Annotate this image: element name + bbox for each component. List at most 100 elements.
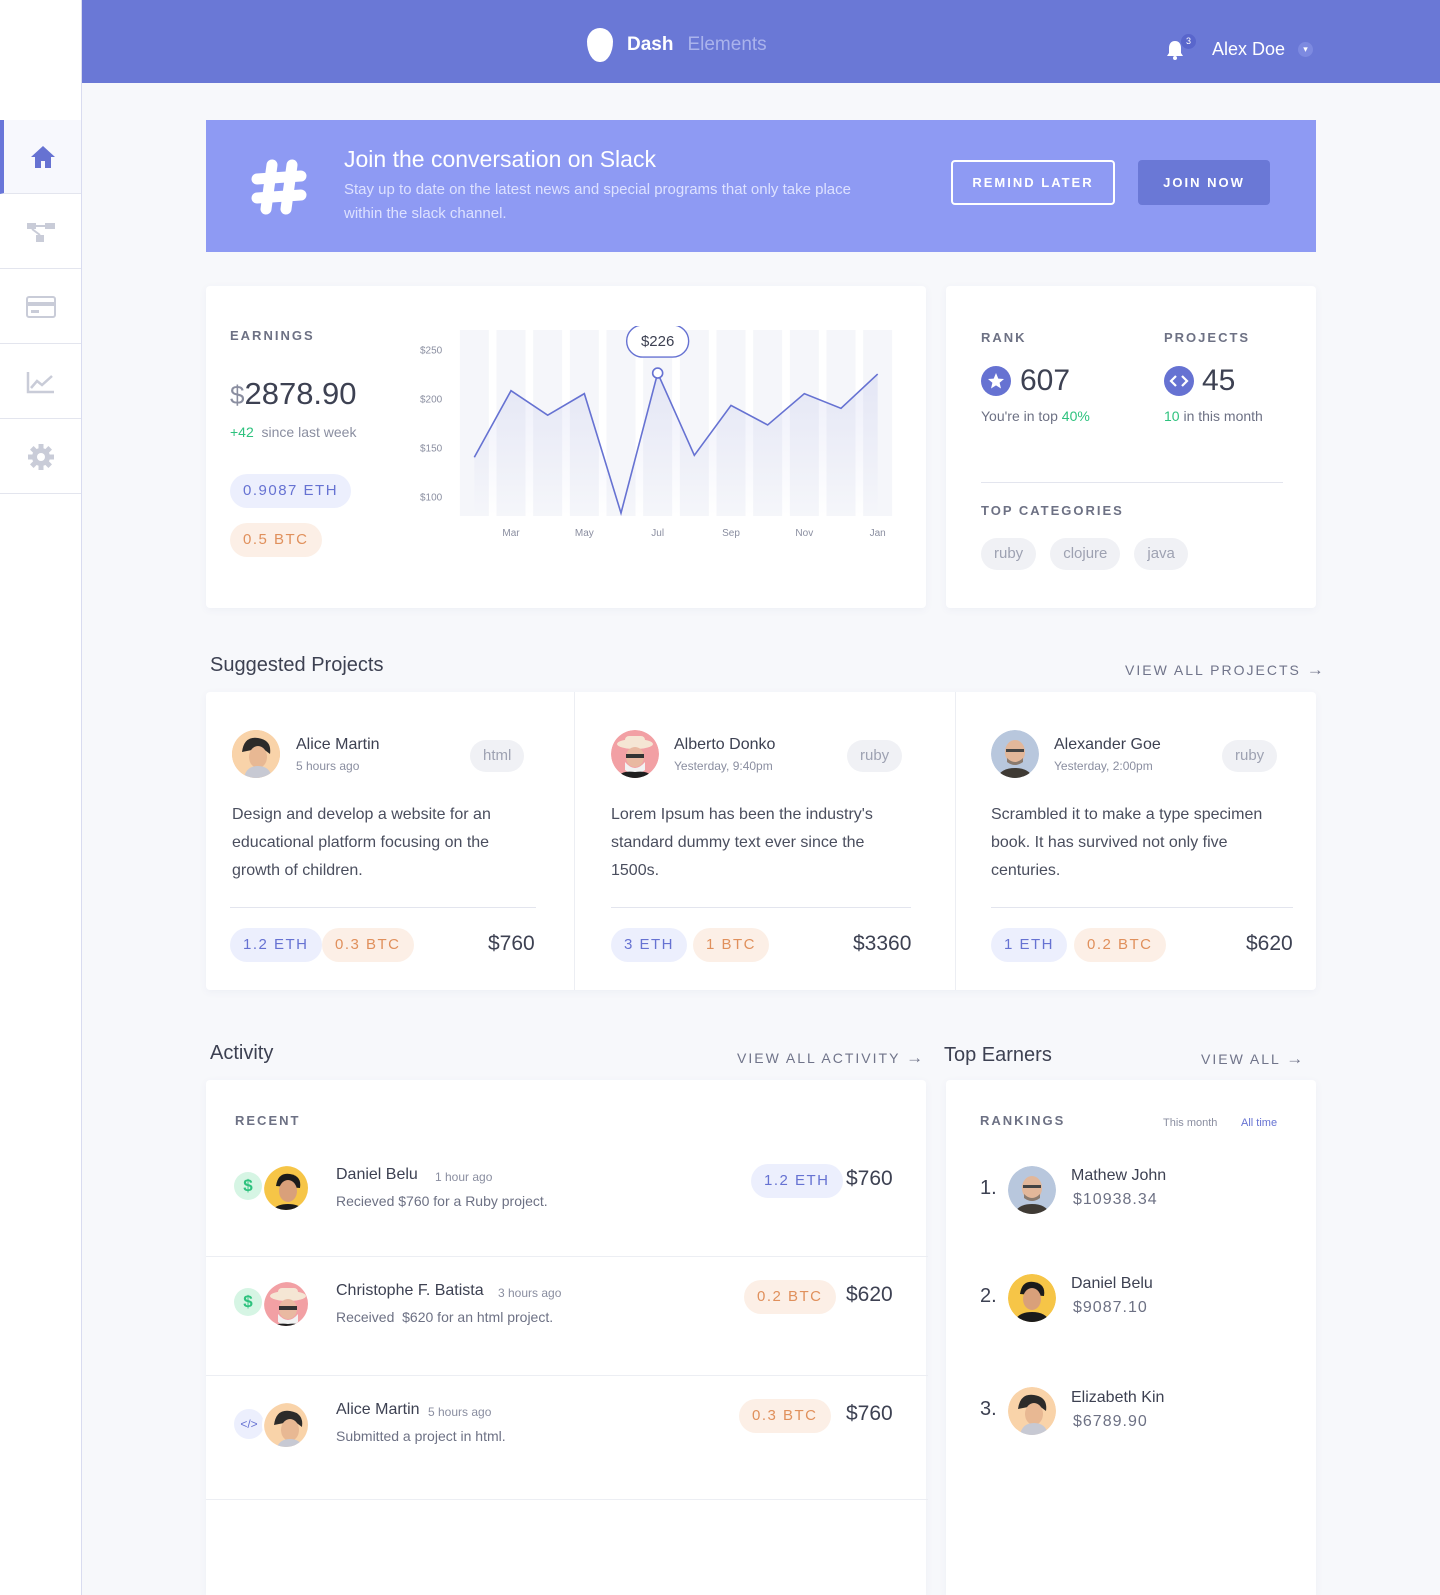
project-tag[interactable]: ruby <box>1222 740 1278 772</box>
banner-title: Join the conversation on Slack <box>344 146 656 172</box>
project-card[interactable]: Alberto Donko Yesterday, 9:40pm ruby Lor… <box>575 692 955 990</box>
projects-value: 45 <box>1202 364 1236 397</box>
btc-pill: 0.2 BTC <box>1074 928 1166 962</box>
activity-item[interactable]: $ Daniel Belu 1 hour ago Recieved $760 f… <box>206 1142 928 1257</box>
chart-tooltip-label: $226 <box>641 333 674 350</box>
projects-month-count: 10 <box>1164 408 1180 424</box>
earner-amount: $9087.10 <box>1073 1299 1148 1316</box>
project-card[interactable]: Alexander Goe Yesterday, 2:00pm ruby Scr… <box>956 692 1316 990</box>
rank-percent: 40% <box>1061 408 1090 424</box>
view-all-projects-label: VIEW ALL PROJECTS <box>1125 662 1301 678</box>
view-all-activity-label: VIEW ALL ACTIVITY <box>737 1050 901 1066</box>
arrow-right-icon: → <box>1306 660 1326 679</box>
earnings-chart: $250 $200 $150 $100 Mar May Jul Sep Nov Jan $226 <box>420 326 893 539</box>
eth-pill: 1 ETH <box>991 928 1068 962</box>
x-tick-label: Jul <box>651 528 664 539</box>
avatar <box>1008 1387 1056 1435</box>
sidebar-item-card[interactable] <box>0 270 81 344</box>
activity-user-name: Alice Martin <box>336 1401 420 1418</box>
x-tick-label: Sep <box>722 528 740 539</box>
sidebar-item-home[interactable] <box>0 120 81 194</box>
category-tag[interactable]: java <box>1134 538 1188 570</box>
view-all-activity-link[interactable]: VIEW ALL ACTIVITY → <box>737 1048 925 1068</box>
arrow-right-icon: → <box>1286 1049 1306 1068</box>
projects-label: PROJECTS <box>1164 330 1251 345</box>
join-now-button[interactable]: JOIN NOW <box>1138 160 1270 205</box>
view-all-projects-link[interactable]: VIEW ALL PROJECTS → <box>1125 660 1326 680</box>
activity-user-name: Christophe F. Batista <box>336 1282 484 1299</box>
divider <box>981 482 1283 483</box>
activity-price: $620 <box>846 1283 893 1306</box>
top-earners-card: RANKINGS This month All time 1. Mathew J… <box>946 1080 1316 1595</box>
user-name[interactable]: Alex Doe <box>1212 39 1286 59</box>
sidebar-item-hierarchy[interactable] <box>0 195 81 269</box>
eth-pill: 1.2 ETH <box>230 928 322 962</box>
view-all-earners-link[interactable]: VIEW ALL → <box>1201 1049 1305 1069</box>
notification-bell-icon[interactable] <box>1166 40 1184 60</box>
project-owner-name: Alice Martin <box>296 736 380 753</box>
gear-icon <box>27 443 54 470</box>
eth-pill: 1.2 ETH <box>751 1164 843 1198</box>
sidebar-item-settings[interactable] <box>0 420 81 494</box>
activity-user-name: Daniel Belu <box>336 1166 418 1183</box>
avatar <box>262 1280 310 1328</box>
filter-this-month[interactable]: This month <box>1163 1117 1218 1129</box>
eth-balance-pill: 0.9087 ETH <box>230 474 352 508</box>
earnings-amount: $2878.90 <box>230 376 357 412</box>
x-tick-label: Jan <box>870 528 886 539</box>
project-description: Design and develop a website for an educ… <box>232 806 491 879</box>
divider <box>991 907 1293 908</box>
project-card[interactable]: Alice Martin 5 hours ago html Design and… <box>206 692 574 990</box>
brand-subtitle: Elements <box>687 34 767 55</box>
dollar-icon: $ <box>234 1288 262 1316</box>
slack-hash-icon <box>251 159 307 215</box>
code-icon: </> <box>234 1409 264 1439</box>
earner-amount: $6789.90 <box>1073 1413 1148 1430</box>
x-tick-label: Mar <box>502 528 520 539</box>
eth-pill: 3 ETH <box>611 928 688 962</box>
brand-logo[interactable]: Dash Elements <box>587 28 767 62</box>
earner-rank: 1. <box>980 1177 997 1199</box>
btc-balance-pill: 0.5 BTC <box>230 523 322 557</box>
y-tick-label: $250 <box>420 346 443 357</box>
filter-all-time[interactable]: All time <box>1241 1117 1278 1129</box>
project-description: Scrambled it to make a type specimen boo… <box>991 806 1263 879</box>
project-price: $3360 <box>853 932 912 955</box>
x-tick-label: Nov <box>795 528 813 539</box>
chart-tooltip-box <box>625 326 690 358</box>
rank-label: RANK <box>981 330 1027 345</box>
btc-pill: 0.3 BTC <box>739 1399 831 1433</box>
project-price: $760 <box>488 932 535 955</box>
y-tick-label: $150 <box>420 443 443 454</box>
chart-area <box>474 373 878 516</box>
activity-time: 3 hours ago <box>498 1286 562 1300</box>
x-tick-label: May <box>575 528 594 539</box>
column-divider <box>955 692 956 990</box>
activity-item[interactable]: </> Alice Martin 5 hours ago Submitted a… <box>206 1377 928 1500</box>
remind-later-button[interactable]: REMIND LATER <box>951 160 1115 205</box>
earnings-card: EARNINGS $2878.90 +42 since last week 0.… <box>206 286 926 608</box>
suggested-projects-card: Alice Martin 5 hours ago html Design and… <box>206 692 1316 990</box>
project-tag[interactable]: html <box>470 740 525 772</box>
category-tag[interactable]: ruby <box>981 538 1037 570</box>
hierarchy-icon <box>26 222 55 242</box>
top-earners-title: Top Earners <box>944 1044 1052 1066</box>
project-description: Lorem Ipsum has been the industry's stan… <box>611 806 873 879</box>
avatar <box>611 730 659 778</box>
category-tag[interactable]: clojure <box>1050 538 1121 570</box>
divider <box>230 907 536 908</box>
top-bar: Dash Elements 3 Alex Doe ▾ <box>82 0 1440 83</box>
top-categories-label: TOP CATEGORIES <box>981 503 1124 518</box>
earner-name: Elizabeth Kin <box>1071 1389 1165 1406</box>
activity-title: Activity <box>210 1042 274 1064</box>
avatar <box>262 1164 310 1212</box>
activity-description: Submitted a project in html. <box>336 1428 506 1444</box>
delta-value: +42 <box>230 424 254 440</box>
activity-item[interactable]: $ Christophe F. Batista 3 hours ago Rece… <box>206 1258 928 1376</box>
avatar <box>262 1401 310 1449</box>
project-tag[interactable]: ruby <box>847 740 903 772</box>
sidebar-item-analytics[interactable] <box>0 345 81 419</box>
y-tick-label: $100 <box>420 492 443 503</box>
delta-text: since last week <box>261 424 357 440</box>
chevron-down-icon[interactable]: ▾ <box>1298 42 1313 57</box>
